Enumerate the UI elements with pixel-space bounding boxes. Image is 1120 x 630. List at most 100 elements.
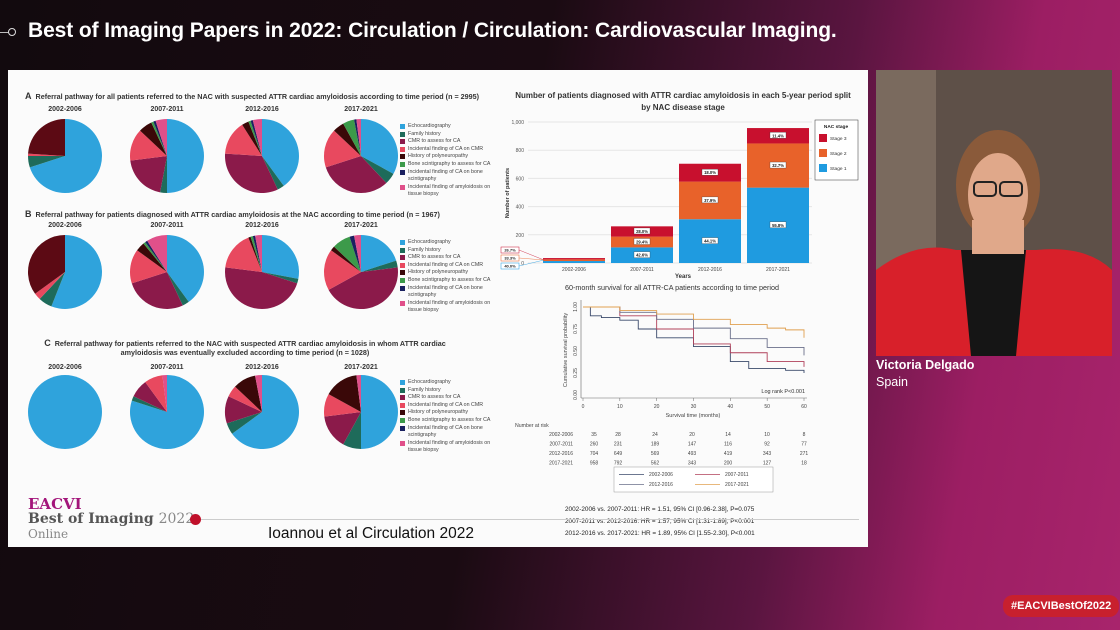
pie-slice xyxy=(130,130,167,161)
legend-item: Bone scintigraphy to assess for CA xyxy=(400,161,500,169)
pie-chart xyxy=(225,119,299,193)
bar-segment xyxy=(543,261,605,263)
y-tick-label: 400 xyxy=(516,205,525,211)
pie-chart xyxy=(225,235,299,309)
legend-swatch xyxy=(400,169,405,175)
pie-slice xyxy=(250,236,262,272)
panel-title-text: Referral pathway for patients diagnosed … xyxy=(35,210,440,219)
legend-label: 2012-2016 xyxy=(649,482,673,488)
pie-year-label: 2002-2006 xyxy=(48,364,82,371)
panel-B-title: B Referral pathway for patients diagnosed… xyxy=(25,209,440,219)
legend-item: History of polyneuropathy xyxy=(400,153,500,161)
risk-value: 24 xyxy=(652,432,658,438)
legend-label: Echocardiography xyxy=(408,379,451,385)
legend-swatch xyxy=(400,410,405,416)
y-tick-label: 600 xyxy=(516,176,525,182)
pie-slice xyxy=(235,375,262,412)
legend-swatch xyxy=(400,425,405,431)
pie-slice xyxy=(143,242,167,272)
data-label-box xyxy=(769,132,787,139)
data-label: 55.8% xyxy=(772,223,784,228)
bar-segment xyxy=(543,258,605,260)
pie-slice xyxy=(232,375,299,449)
callout-label: 33.3% xyxy=(504,256,516,261)
logo-dot xyxy=(190,514,201,525)
pie-year-label: 2007-2011 xyxy=(150,106,184,113)
pie-chart xyxy=(324,235,398,309)
pie-slice xyxy=(160,156,167,193)
pie-slice xyxy=(248,236,262,272)
y-tick-label: 1,000 xyxy=(511,120,524,126)
hazard-ratio-line: 2002-2006 vs. 2007-2011: HR = 1.51, 95% … xyxy=(565,506,755,513)
x-tick-label: 2012-2016 xyxy=(698,267,722,273)
x-tick-label: 20 xyxy=(654,404,660,410)
data-label-box xyxy=(769,221,787,228)
legend-swatch xyxy=(400,262,405,268)
logo-year: 2022 xyxy=(158,511,195,527)
pie-slice xyxy=(153,120,167,156)
y-tick-label: 800 xyxy=(516,148,525,154)
pie-legend: Echocardiography Family history CMR to ass… xyxy=(400,379,500,455)
x-tick-label: 60 xyxy=(801,404,807,410)
pie-slice xyxy=(325,156,387,193)
legend-swatch xyxy=(400,255,405,261)
pie-chart xyxy=(130,235,204,309)
survival-curve xyxy=(583,306,805,373)
data-label: 18.0% xyxy=(704,170,716,175)
legend-item: CMR to assess for CA xyxy=(400,394,500,402)
callout-label: 26.7% xyxy=(504,248,516,253)
legend-item: Family history xyxy=(400,131,500,139)
legend-label: Incidental finding of amyloidosis on tis… xyxy=(408,299,491,314)
pie-slice xyxy=(130,156,167,193)
chart-title: 60-month survival for all ATTR-CA patien… xyxy=(565,283,779,292)
pie-slice xyxy=(28,153,65,156)
legend-label: Bone scintigraphy to assess for CA xyxy=(408,160,491,167)
legend-item: Incidental finding of CA on CMR xyxy=(400,262,500,270)
pie-slice xyxy=(155,119,167,156)
data-label-box xyxy=(701,237,719,244)
pie-slice xyxy=(242,121,262,156)
pie-year-label: 2007-2011 xyxy=(150,222,184,229)
pie-chart xyxy=(130,119,204,193)
legend-item: Echocardiography xyxy=(400,123,500,131)
pie-slice xyxy=(349,235,361,272)
citation: Ioannou et al Circulation 2022 xyxy=(268,525,474,542)
panel-title-text: Referral pathway for all patients referr… xyxy=(35,92,480,101)
y-axis-label: Cumulative survival probability xyxy=(563,313,569,388)
pie-slice xyxy=(225,153,278,193)
x-tick-label: 2002-2006 xyxy=(562,267,586,273)
risk-row-label: 2017-2021 xyxy=(549,461,573,467)
pie-legend: Echocardiography Family history CMR to ass… xyxy=(400,123,500,199)
risk-value: 147 xyxy=(688,442,697,448)
pie-slice xyxy=(328,267,398,309)
y-tick-label: 0.75 xyxy=(573,324,579,334)
pie-slice xyxy=(262,235,299,279)
pie-slice xyxy=(51,235,102,309)
logo-line3: Online xyxy=(28,527,69,541)
pie-slice xyxy=(131,396,167,412)
speaker-video xyxy=(876,70,1112,356)
legend-label: 2007-2011 xyxy=(725,472,749,478)
survival-curve xyxy=(583,306,805,356)
pie-slice xyxy=(167,235,204,302)
data-label-box xyxy=(701,169,719,176)
data-label-box xyxy=(633,227,651,235)
legend-item: Incidental finding of CA on CMR xyxy=(400,146,500,154)
legend-title: NAC stage xyxy=(824,124,849,130)
session-title: Best of Imaging Papers in 2022: Circulat… xyxy=(28,19,837,42)
legend-item: History of polyneuropathy xyxy=(400,269,500,277)
legend-item: CMR to assess for CA xyxy=(400,138,500,146)
legend-label: Bone scintigraphy to assess for CA xyxy=(408,416,491,423)
risk-value: 20 xyxy=(689,432,695,438)
pie-slice xyxy=(252,235,262,272)
risk-value: 28 xyxy=(615,432,621,438)
pie-slice xyxy=(248,120,262,156)
legend-swatch xyxy=(400,154,405,160)
risk-value: 792 xyxy=(614,461,623,467)
pie-year-label: 2017-2021 xyxy=(344,222,378,229)
legend-swatch xyxy=(400,380,405,385)
data-label-box xyxy=(633,251,651,258)
pie-slice xyxy=(131,272,183,309)
pie-slice xyxy=(167,119,204,193)
legend-label: Family history xyxy=(408,246,441,253)
